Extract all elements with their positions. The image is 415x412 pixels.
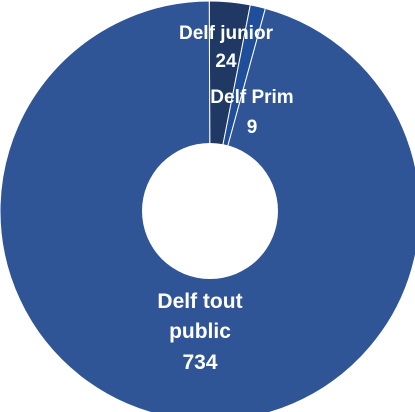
label-delf-junior-name: Delf junior bbox=[179, 23, 274, 44]
label-delf-junior-value: 24 bbox=[215, 51, 237, 72]
label-delf-prim-value: 9 bbox=[247, 117, 258, 138]
label-delf-tout-public-value: 734 bbox=[182, 351, 217, 374]
label-delf-tout-public-name-line1: Delf tout bbox=[157, 290, 242, 313]
donut-hole bbox=[142, 143, 278, 279]
label-delf-prim: Delf Prim 9 bbox=[210, 87, 293, 138]
label-delf-tout-public-name-line2: public bbox=[169, 320, 231, 343]
label-delf-prim-name: Delf Prim bbox=[210, 87, 293, 108]
label-delf-tout-public: Delf tout public 734 bbox=[157, 290, 242, 374]
label-delf-junior: Delf junior 24 bbox=[179, 23, 274, 72]
